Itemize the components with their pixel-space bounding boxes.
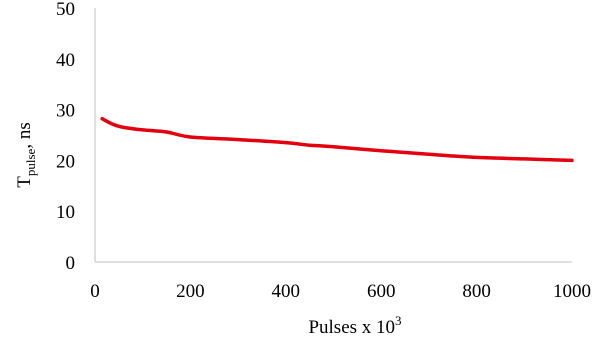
x-axis-title: Pulses x 103 [308, 313, 401, 337]
x-tick-label: 800 [462, 281, 491, 302]
x-axis-title-superscript: 3 [395, 313, 402, 328]
x-tick-label: 1000 [553, 281, 591, 302]
y-tick-labels: 0 10 20 30 40 50 [56, 0, 75, 274]
series-layer [100, 116, 574, 163]
x-tick-label: 600 [367, 281, 396, 302]
y-axis-title-main: T [14, 176, 35, 188]
x-tick-labels: 0 200 400 600 800 1000 [90, 281, 591, 302]
y-axis-title-subscript: pulse [23, 148, 38, 176]
x-tick-label: 200 [176, 281, 205, 302]
y-axis-title: Tpulse, ns [14, 122, 38, 187]
x-tick-label: 0 [90, 281, 100, 302]
y-tick-label: 30 [56, 101, 75, 122]
x-tick-label: 400 [272, 281, 301, 302]
y-tick-label: 10 [56, 202, 75, 223]
x-axis-title-main: Pulses x 10 [308, 317, 395, 337]
series-line [100, 116, 574, 163]
y-tick-label: 20 [56, 151, 75, 172]
y-tick-label: 0 [66, 253, 76, 274]
y-axis-title-suffix: , ns [14, 122, 35, 148]
y-tick-label: 50 [56, 0, 75, 20]
y-tick-label: 40 [56, 50, 75, 71]
